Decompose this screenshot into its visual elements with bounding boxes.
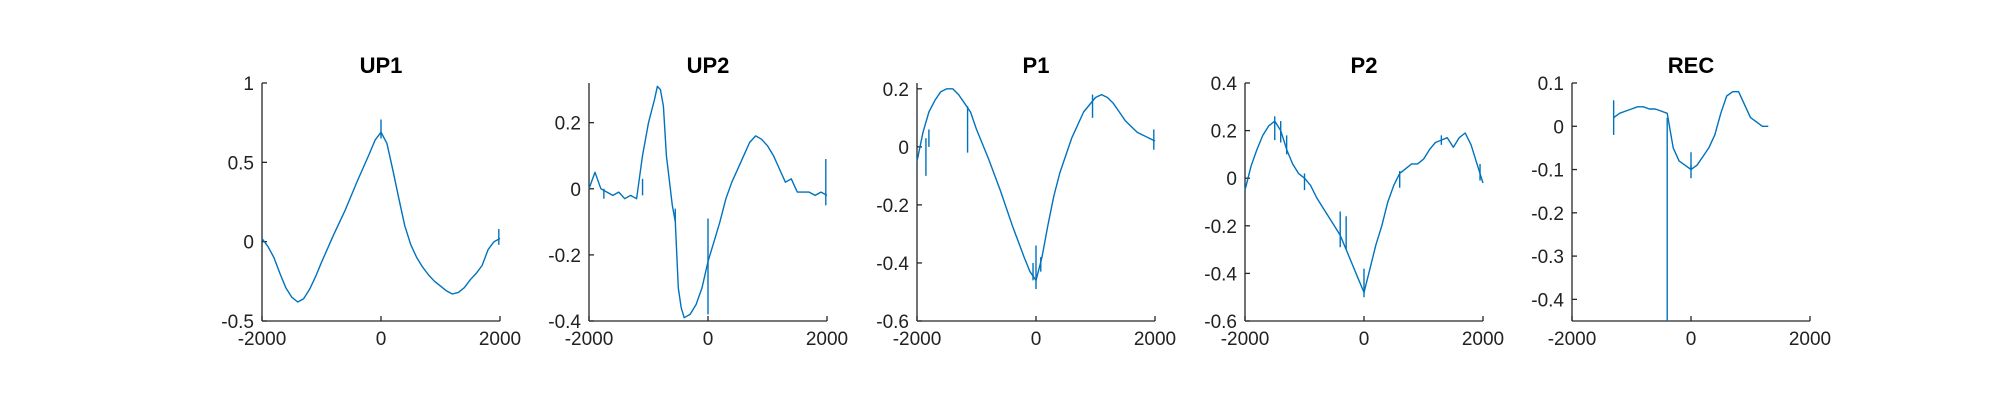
y-tick-label: 0 — [1226, 169, 1237, 190]
y-tick-label: -0.1 — [1531, 161, 1564, 182]
y-tick-label: -0.4 — [1204, 264, 1237, 285]
y-tick-label: -0.5 — [221, 312, 254, 333]
y-tick-label: 0.2 — [883, 80, 909, 101]
x-tick-label: 0 — [1686, 329, 1697, 350]
x-tick-label: 2000 — [806, 329, 848, 350]
x-tick-label: -2000 — [238, 329, 287, 350]
series-line — [261, 131, 501, 303]
series-line — [588, 85, 828, 319]
y-tick-label: -0.2 — [1204, 217, 1237, 238]
y-tick-label: 0 — [243, 233, 254, 254]
y-tick-label: 0 — [898, 138, 909, 159]
subplot-title: P2 — [1351, 53, 1378, 78]
y-tick-label: 1 — [243, 74, 254, 95]
x-tick-label: 0 — [1359, 329, 1370, 350]
x-tick-label: 2000 — [479, 329, 521, 350]
subplot-title: REC — [1668, 53, 1715, 78]
subplot-rec: REC -2000 0 2000 -0.4 -0.3 -0.2 -0.1 0 0.1 — [1531, 53, 1831, 350]
y-tick-label: 0 — [570, 180, 581, 201]
subplot-p1: P1 -2000 0 2000 -0.6 -0.4 -0.2 0 0.2 — [876, 53, 1176, 350]
subplot-up2: UP2 -2000 0 2000 -0.4 -0.2 0 0.2 — [548, 53, 848, 350]
x-tick-label: 0 — [376, 329, 387, 350]
x-tick-label: 2000 — [1462, 329, 1504, 350]
y-tick-label: -0.4 — [876, 254, 909, 275]
subplot-title: UP2 — [687, 53, 730, 78]
y-tick-label: 0 — [1553, 117, 1564, 138]
y-tick-label: 0.2 — [1211, 122, 1237, 143]
y-tick-label: 0.2 — [555, 114, 581, 135]
subplot-up1: UP1 -2000 0 2000 -0.5 0 0.5 1 — [221, 53, 521, 350]
x-tick-label: 0 — [703, 329, 714, 350]
x-tick-label: -2000 — [565, 329, 614, 350]
y-tick-label: -0.6 — [876, 312, 909, 333]
y-tick-label: 0.1 — [1538, 74, 1564, 95]
y-tick-label: -0.6 — [1204, 312, 1237, 333]
y-tick-label: -0.3 — [1531, 247, 1564, 268]
y-tick-label: -0.2 — [876, 196, 909, 217]
subplot-title: P1 — [1023, 53, 1050, 78]
x-tick-label: -2000 — [1548, 329, 1597, 350]
x-tick-label: 0 — [1031, 329, 1042, 350]
series-line — [916, 88, 1156, 282]
x-tick-label: 2000 — [1789, 329, 1831, 350]
x-tick-label: -2000 — [893, 329, 942, 350]
subplot-title: UP1 — [360, 53, 403, 78]
series-line — [1613, 90, 1769, 171]
x-tick-label: 2000 — [1134, 329, 1176, 350]
subplot-p2: P2 -2000 0 2000 -0.6 -0.4 -0.2 0 0.2 0.4 — [1204, 53, 1504, 350]
y-tick-label: -0.2 — [548, 246, 581, 267]
y-tick-label: -0.2 — [1531, 204, 1564, 225]
y-tick-label: -0.4 — [548, 312, 581, 333]
x-tick-label: -2000 — [1221, 329, 1270, 350]
y-tick-label: 0.4 — [1211, 74, 1238, 95]
y-tick-label: -0.4 — [1531, 290, 1564, 311]
y-tick-label: 0.5 — [228, 153, 254, 174]
